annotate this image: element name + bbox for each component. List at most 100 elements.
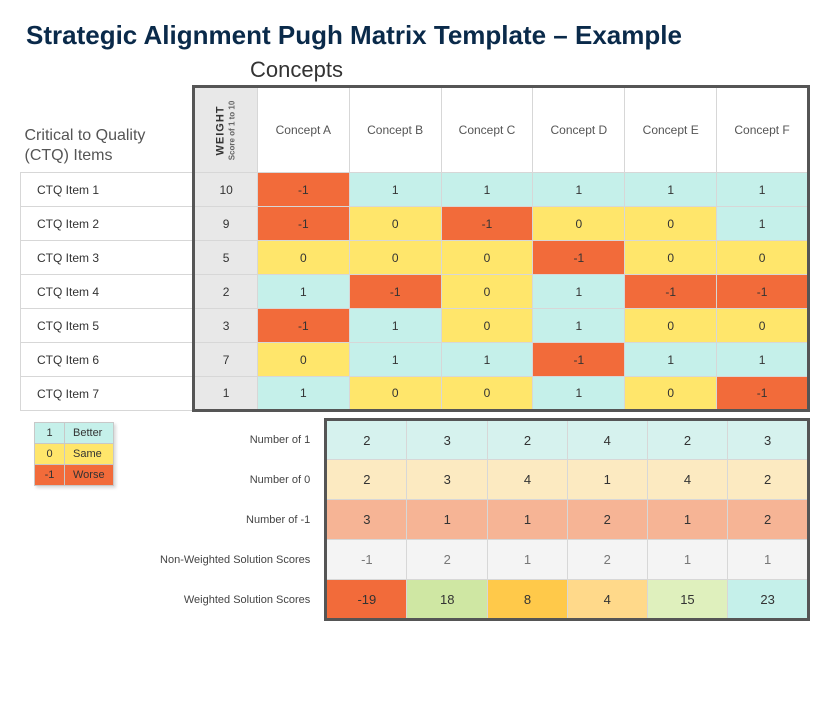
summary-cell: 2: [326, 460, 407, 500]
score-cell: 1: [533, 173, 625, 207]
summary-cell: 2: [567, 540, 647, 580]
summary-cell: -19: [326, 580, 407, 620]
summary-table: Number of 1232423Number of 0234142Number…: [114, 418, 810, 621]
ctq-row-label: CTQ Item 2: [21, 207, 194, 241]
score-cell: 1: [717, 207, 809, 241]
summary-cell: 2: [728, 460, 809, 500]
score-cell: 1: [533, 275, 625, 309]
summary-cell: 3: [326, 500, 407, 540]
score-cell: -1: [257, 207, 349, 241]
score-cell: 1: [257, 275, 349, 309]
score-cell: 0: [257, 343, 349, 377]
summary-cell: 23: [728, 580, 809, 620]
summary-row-label: Non-Weighted Solution Scores: [114, 540, 326, 580]
summary-row-label: Number of 0: [114, 460, 326, 500]
score-cell: 1: [533, 309, 625, 343]
summary-cell: 2: [728, 500, 809, 540]
weight-cell: 5: [194, 241, 258, 275]
summary-cell: 4: [488, 460, 568, 500]
summary-cell: 1: [647, 540, 728, 580]
summary-cell: 4: [567, 420, 647, 460]
score-cell: -1: [257, 309, 349, 343]
weight-cell: 9: [194, 207, 258, 241]
summary-cell: 2: [407, 540, 488, 580]
score-cell: -1: [533, 241, 625, 275]
ctq-heading-line1: Critical to Quality: [25, 126, 193, 146]
weight-column-header: WEIGHT Score of 1 to 10: [194, 87, 258, 173]
legend-swatch: 1: [35, 423, 65, 444]
pugh-matrix-table: Critical to Quality (CTQ) Items WEIGHT S…: [20, 85, 810, 412]
ctq-row-label: CTQ Item 6: [21, 343, 194, 377]
summary-cell: 15: [647, 580, 728, 620]
summary-row-label: Weighted Solution Scores: [114, 580, 326, 620]
summary-cell: -1: [326, 540, 407, 580]
summary-cell: 3: [407, 460, 488, 500]
score-cell: 1: [625, 173, 717, 207]
ctq-row-label: CTQ Item 7: [21, 377, 194, 411]
summary-cell: 2: [326, 420, 407, 460]
score-cell: -1: [625, 275, 717, 309]
concept-header: Concept C: [441, 87, 533, 173]
score-cell: 0: [441, 241, 533, 275]
concept-header: Concept F: [717, 87, 809, 173]
summary-cell: 3: [407, 420, 488, 460]
score-cell: 1: [717, 343, 809, 377]
summary-cell: 2: [488, 420, 568, 460]
score-cell: 0: [441, 309, 533, 343]
concept-header: Concept A: [257, 87, 349, 173]
summary-cell: 4: [567, 580, 647, 620]
score-cell: 0: [349, 241, 441, 275]
concept-header: Concept E: [625, 87, 717, 173]
score-cell: 0: [625, 377, 717, 411]
summary-cell: 18: [407, 580, 488, 620]
score-cell: 0: [717, 241, 809, 275]
summary-cell: 1: [567, 460, 647, 500]
summary-cell: 1: [488, 500, 568, 540]
concepts-heading: Concepts: [250, 57, 810, 83]
concept-header: Concept B: [349, 87, 441, 173]
summary-cell: 1: [488, 540, 568, 580]
score-cell: -1: [717, 275, 809, 309]
summary-cell: 2: [647, 420, 728, 460]
score-cell: 0: [625, 309, 717, 343]
score-cell: 1: [533, 377, 625, 411]
score-cell: 1: [257, 377, 349, 411]
score-cell: -1: [257, 173, 349, 207]
weight-cell: 7: [194, 343, 258, 377]
score-cell: 1: [441, 173, 533, 207]
ctq-row-label: CTQ Item 3: [21, 241, 194, 275]
score-cell: 1: [349, 343, 441, 377]
legend: 1Better0Same-1Worse: [34, 422, 114, 486]
score-cell: -1: [441, 207, 533, 241]
weight-cell: 3: [194, 309, 258, 343]
ctq-heading-line2: (CTQ) Items: [25, 146, 193, 166]
summary-cell: 1: [728, 540, 809, 580]
score-cell: 1: [625, 343, 717, 377]
score-cell: 0: [441, 377, 533, 411]
summary-cell: 4: [647, 460, 728, 500]
ctq-row-label: CTQ Item 4: [21, 275, 194, 309]
summary-cell: 3: [728, 420, 809, 460]
score-cell: 0: [625, 207, 717, 241]
score-cell: -1: [533, 343, 625, 377]
score-cell: 0: [533, 207, 625, 241]
score-cell: 0: [625, 241, 717, 275]
summary-cell: 1: [407, 500, 488, 540]
score-cell: 0: [349, 207, 441, 241]
score-cell: 1: [349, 173, 441, 207]
summary-cell: 1: [647, 500, 728, 540]
weight-cell: 1: [194, 377, 258, 411]
legend-label: Worse: [65, 465, 114, 486]
legend-swatch: -1: [35, 465, 65, 486]
summary-row-label: Number of 1: [114, 420, 326, 460]
score-cell: 1: [441, 343, 533, 377]
summary-cell: 2: [567, 500, 647, 540]
legend-swatch: 0: [35, 444, 65, 465]
weight-cell: 2: [194, 275, 258, 309]
score-cell: -1: [717, 377, 809, 411]
weight-cell: 10: [194, 173, 258, 207]
score-cell: 0: [441, 275, 533, 309]
legend-label: Better: [65, 423, 114, 444]
ctq-row-label: CTQ Item 1: [21, 173, 194, 207]
score-cell: 0: [349, 377, 441, 411]
